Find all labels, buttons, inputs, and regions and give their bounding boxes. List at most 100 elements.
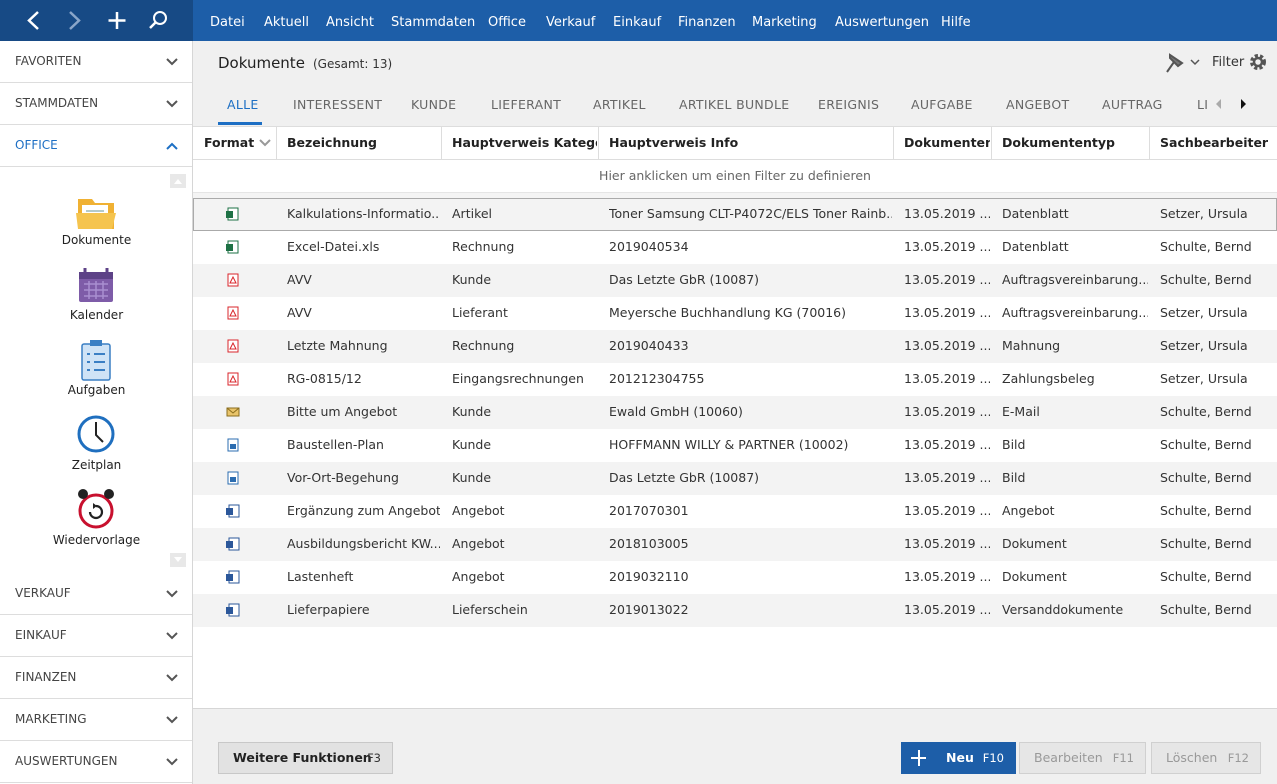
menu-item[interactable]: Finanzen [678, 15, 736, 30]
filter-hint[interactable]: Hier anklicken um einen Filter zu defini… [599, 168, 871, 183]
button[interactable] [1151, 742, 1261, 774]
menu-item[interactable]: Datei [210, 15, 245, 30]
sidebar-section-label[interactable]: AUSWERTUNGEN [15, 754, 118, 768]
menu-item[interactable]: Einkauf [613, 15, 662, 30]
table-row[interactable] [193, 297, 1277, 330]
table-cell[interactable]: Auftragsvereinbarung... [1002, 272, 1148, 287]
table-cell[interactable]: Ergänzung zum Angebot [287, 503, 440, 518]
table-cell[interactable]: 13.05.2019 ... [904, 272, 990, 287]
table-cell[interactable]: Schulte, Bernd [1160, 437, 1252, 452]
table-cell[interactable]: Kunde [452, 437, 492, 452]
menu-item[interactable]: Aktuell [264, 15, 309, 30]
sidebar-section[interactable] [0, 699, 192, 741]
table-cell[interactable]: Bild [1002, 437, 1026, 452]
pin-icon[interactable] [1166, 53, 1200, 73]
table-cell[interactable]: Versanddokumente [1002, 602, 1124, 617]
table-cell[interactable]: AVV [287, 305, 312, 320]
table-cell[interactable]: Schulte, Bernd [1160, 404, 1252, 419]
back-icon[interactable] [27, 11, 39, 30]
sidebar-section-label[interactable]: EINKAUF [15, 628, 67, 642]
table-cell[interactable]: Toner Samsung CLT-P4072C/ELS Toner Rainb… [609, 206, 892, 221]
table-cell[interactable]: Letzte Mahnung [287, 338, 388, 353]
button-shortcut[interactable]: F11 [1112, 751, 1134, 765]
column-header[interactable]: Dokumententyp [1002, 135, 1116, 150]
button-label[interactable]: Bearbeiten [1034, 750, 1103, 765]
sidebar-section[interactable] [0, 125, 192, 167]
table-cell[interactable]: Setzer, Ursula [1160, 371, 1248, 386]
table-cell[interactable]: Bild [1002, 470, 1026, 485]
column-header[interactable]: Format [204, 135, 255, 150]
table-cell[interactable]: 2018103005 [609, 536, 689, 551]
table-cell[interactable]: Rechnung [452, 338, 515, 353]
table-cell[interactable]: Setzer, Ursula [1160, 305, 1248, 320]
column-header[interactable]: Dokumentenc [904, 135, 990, 150]
table-cell[interactable]: Eingangsrechnungen [452, 371, 584, 386]
button-shortcut[interactable]: F3 [367, 751, 381, 765]
table-cell[interactable]: 2019040534 [609, 239, 689, 254]
table-row[interactable] [193, 231, 1277, 264]
button-label[interactable]: Neu [946, 750, 974, 765]
office-item-label[interactable]: Zeitplan [71, 458, 122, 472]
tab[interactable]: ANGEBOT [1006, 97, 1070, 112]
table-cell[interactable]: E-Mail [1002, 404, 1040, 419]
column-header[interactable]: Hauptverweis Kategorie [452, 135, 597, 150]
table-cell[interactable]: Schulte, Bernd [1160, 503, 1252, 518]
menu-item[interactable]: Hilfe [941, 15, 971, 30]
office-item-label[interactable]: Kalender [69, 308, 124, 322]
tab[interactable]: KUNDE [411, 97, 457, 112]
table-cell[interactable]: Lieferant [452, 305, 508, 320]
table-row[interactable] [193, 495, 1277, 528]
tab[interactable]: ARTIKEL [593, 97, 646, 112]
table-row[interactable] [193, 363, 1277, 396]
table-cell[interactable]: Kunde [452, 404, 492, 419]
tab-scroll-right[interactable] [1241, 99, 1246, 109]
button-shortcut[interactable]: F12 [1227, 751, 1249, 765]
table-cell[interactable]: Datenblatt [1002, 206, 1069, 221]
tab[interactable]: INTERESSENT [293, 97, 383, 112]
table-cell[interactable]: 13.05.2019 ... [904, 305, 990, 320]
table-cell[interactable]: 13.05.2019 ... [904, 338, 990, 353]
table-cell[interactable]: Mahnung [1002, 338, 1061, 353]
tasks-icon[interactable] [81, 340, 111, 381]
add-icon[interactable] [108, 12, 126, 29]
settings-icon[interactable] [1250, 54, 1266, 70]
table-row[interactable] [193, 198, 1277, 231]
table-cell[interactable]: 13.05.2019 ... [904, 470, 990, 485]
button-label[interactable]: Löschen [1166, 750, 1218, 765]
table-cell[interactable]: Angebot [452, 503, 505, 518]
table-row[interactable] [193, 429, 1277, 462]
table-row[interactable] [193, 396, 1277, 429]
button[interactable] [1019, 742, 1146, 774]
button-shortcut[interactable]: F10 [982, 751, 1004, 765]
table-cell[interactable]: 13.05.2019 ... [904, 569, 990, 584]
menu-item[interactable]: Auswertungen [835, 15, 929, 30]
table-cell[interactable]: 2019032110 [609, 569, 689, 584]
tab[interactable]: AUFTRAG [1102, 97, 1163, 112]
table-cell[interactable]: Ausbildungsbericht KW... [287, 536, 440, 551]
table-cell[interactable]: Schulte, Bernd [1160, 602, 1252, 617]
sidebar-section[interactable] [0, 615, 192, 657]
table-cell[interactable]: Datenblatt [1002, 239, 1069, 254]
tab-scroll-left[interactable] [1216, 99, 1221, 109]
table-cell[interactable]: 13.05.2019 ... [904, 437, 990, 452]
table-cell[interactable]: 201212304755 [609, 371, 705, 386]
documents-icon[interactable] [76, 199, 116, 229]
column-header[interactable]: Bezeichnung [287, 135, 377, 150]
table-cell[interactable]: Lastenheft [287, 569, 354, 584]
table-cell[interactable]: Meyersche Buchhandlung KG (70016) [609, 305, 847, 320]
table-cell[interactable]: Angebot [452, 569, 505, 584]
table-cell[interactable]: 13.05.2019 ... [904, 371, 990, 386]
sidebar-section-label[interactable]: MARKETING [15, 712, 87, 726]
menu-item[interactable]: Marketing [752, 15, 817, 30]
sidebar-section-label[interactable]: STAMMDATEN [15, 96, 99, 110]
table-cell[interactable]: Zahlungsbeleg [1002, 371, 1095, 386]
sidebar-section-label[interactable]: FINANZEN [15, 670, 77, 684]
sidebar-section-label[interactable]: FAVORITEN [15, 54, 82, 68]
reminder-icon[interactable] [78, 489, 114, 529]
table-cell[interactable]: Angebot [1002, 503, 1055, 518]
table-cell[interactable]: Setzer, Ursula [1160, 206, 1248, 221]
table-cell[interactable]: Das Letzte GbR (10087) [609, 470, 760, 485]
table-cell[interactable]: 13.05.2019 ... [904, 503, 990, 518]
table-cell[interactable]: Dokument [1002, 569, 1067, 584]
table-cell[interactable]: Dokument [1002, 536, 1067, 551]
